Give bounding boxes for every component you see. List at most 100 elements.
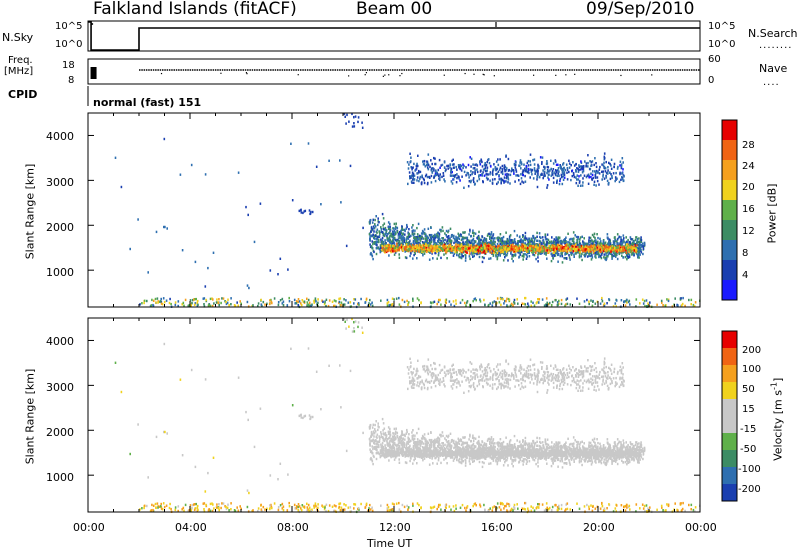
power-point bbox=[519, 240, 521, 243]
power-point bbox=[493, 242, 495, 245]
power-point bbox=[602, 175, 604, 178]
power-point bbox=[484, 246, 486, 250]
power-point bbox=[611, 253, 613, 256]
power-point bbox=[573, 253, 575, 256]
power-point bbox=[152, 299, 155, 302]
power-point bbox=[389, 234, 392, 237]
power-point bbox=[532, 241, 534, 244]
power-point bbox=[164, 225, 166, 229]
power-point bbox=[432, 257, 434, 260]
power-point bbox=[225, 302, 228, 306]
power-point bbox=[545, 245, 547, 249]
power-point bbox=[456, 173, 458, 176]
power-point bbox=[557, 243, 560, 247]
power-point bbox=[489, 250, 491, 253]
power-point bbox=[643, 299, 646, 303]
power-point bbox=[598, 168, 601, 171]
power-point bbox=[640, 240, 643, 243]
power-point bbox=[488, 247, 491, 250]
power-point bbox=[454, 249, 457, 253]
power-point bbox=[567, 244, 569, 247]
power-point bbox=[492, 242, 494, 245]
power-point bbox=[626, 301, 628, 304]
power-point bbox=[485, 173, 488, 176]
power-point bbox=[524, 303, 527, 306]
power-point bbox=[607, 169, 609, 172]
power-point bbox=[440, 164, 442, 167]
station-title: Falkland Islands (fitACF) bbox=[93, 0, 297, 19]
power-point bbox=[170, 302, 172, 306]
power-point bbox=[282, 300, 285, 303]
power-point bbox=[392, 230, 395, 234]
power-point bbox=[375, 237, 378, 240]
power-point bbox=[484, 164, 487, 167]
power-point bbox=[506, 172, 508, 176]
power-point bbox=[516, 234, 518, 237]
power-point bbox=[429, 234, 431, 237]
power-point bbox=[578, 165, 581, 168]
power-point bbox=[492, 237, 495, 240]
power-point bbox=[616, 250, 619, 254]
power-point bbox=[440, 230, 442, 233]
power-point bbox=[358, 303, 360, 306]
nsearch-label: N.Search bbox=[748, 27, 798, 40]
power-point bbox=[450, 170, 453, 173]
power-point bbox=[490, 236, 493, 240]
power-point bbox=[417, 245, 420, 248]
power-point bbox=[539, 240, 542, 243]
date-title: 09/Sep/2010 bbox=[586, 0, 695, 19]
power-point bbox=[578, 240, 581, 244]
power-point bbox=[429, 248, 431, 251]
power-point bbox=[507, 259, 509, 262]
power-point bbox=[639, 246, 642, 250]
power-point bbox=[621, 157, 624, 160]
power-point bbox=[407, 167, 410, 170]
power-point bbox=[412, 239, 415, 243]
power-point bbox=[507, 176, 509, 179]
power-point bbox=[415, 248, 418, 251]
power-point bbox=[379, 246, 382, 249]
power-point bbox=[445, 249, 447, 252]
power-point bbox=[599, 165, 601, 169]
power-point bbox=[520, 163, 523, 166]
power-point bbox=[513, 238, 516, 241]
power-point bbox=[405, 239, 408, 243]
power-point bbox=[268, 302, 271, 306]
power-point bbox=[532, 158, 534, 162]
power-point bbox=[513, 245, 516, 248]
power-point bbox=[181, 303, 183, 306]
power-point bbox=[490, 251, 493, 255]
power-point bbox=[620, 248, 622, 251]
power-point bbox=[578, 164, 580, 167]
power-point bbox=[433, 169, 435, 172]
power-point bbox=[605, 176, 608, 179]
power-point bbox=[602, 239, 605, 242]
power-point bbox=[432, 167, 434, 170]
power-point bbox=[277, 301, 280, 304]
power-point bbox=[639, 244, 642, 247]
power-point bbox=[582, 240, 584, 243]
power-point bbox=[423, 252, 426, 255]
power-point bbox=[379, 244, 382, 247]
power-point bbox=[519, 161, 521, 164]
power-point bbox=[425, 246, 428, 250]
power-point bbox=[444, 238, 446, 242]
power-point bbox=[458, 244, 460, 247]
power-point bbox=[351, 125, 354, 128]
power-point bbox=[513, 172, 515, 175]
power-point bbox=[387, 243, 390, 247]
power-point bbox=[491, 172, 494, 175]
power-point bbox=[591, 244, 593, 248]
power-point bbox=[228, 304, 230, 307]
power-point bbox=[452, 247, 455, 250]
power-point bbox=[634, 242, 637, 246]
power-point bbox=[491, 250, 494, 254]
power-point bbox=[576, 241, 578, 244]
power-point bbox=[383, 243, 385, 246]
power-point bbox=[563, 176, 566, 179]
power-point bbox=[417, 222, 420, 226]
power-point bbox=[511, 248, 514, 252]
power-point bbox=[370, 245, 373, 248]
power-point bbox=[497, 239, 499, 242]
power-point bbox=[573, 175, 576, 179]
